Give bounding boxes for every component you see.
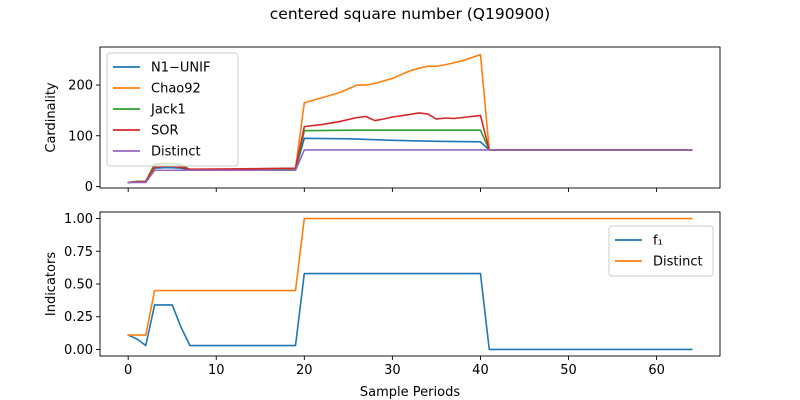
y-tick-label: 0.50 <box>64 278 93 293</box>
legend-box <box>608 225 714 277</box>
legend-1: f₁ Distinct <box>608 225 714 277</box>
plot-area-1 <box>127 217 693 351</box>
cardinality-panel: 0 100 200 Cardinality N1−UNIF Chao92 Jack1 SOR D… <box>44 46 721 195</box>
x-axis-label: Sample Periods <box>360 385 460 400</box>
y-tick-label: 200 <box>68 79 93 94</box>
series-line-f <box>127 272 693 351</box>
x-tick-label: 40 <box>472 363 489 378</box>
y-tick-label: 1.00 <box>64 212 93 227</box>
legend-label-jack1: Jack1 <box>150 103 186 118</box>
y-axis-label: Cardinality <box>44 82 59 153</box>
y-tick-label: 0 <box>85 180 93 195</box>
legend-label-distinct: Distinct <box>653 255 703 270</box>
axes-frame-0 <box>99 46 721 189</box>
figure-title: centered square number (Q190900) <box>270 5 550 23</box>
legend-0: N1−UNIF Chao92 Jack1 SOR Distinct <box>106 52 239 167</box>
x-tick-label: 20 <box>296 363 313 378</box>
legend-label-sor: SOR <box>151 124 179 139</box>
legend-label-f: f₁ <box>653 234 663 249</box>
x-tick-label: 0 <box>124 363 132 378</box>
x-tick-label: 50 <box>560 363 577 378</box>
series-line-distinct <box>127 149 693 184</box>
y-axis-label: Indicators <box>44 252 59 316</box>
legend-label-distinct: Distinct <box>151 145 201 160</box>
series-line-distinct <box>127 217 693 336</box>
legend-label-n1-unif: N1−UNIF <box>151 61 210 76</box>
x-tick-label: 60 <box>648 363 665 378</box>
y-tick-label: 0.00 <box>64 343 93 358</box>
x-tick-label: 10 <box>208 363 225 378</box>
x-tick-label: 30 <box>384 363 401 378</box>
indicators-panel: 0 10 20 30 40 50 60 0.00 0.25 0.50 0.75 1.00 Indicat… <box>44 211 721 400</box>
y-tick-label: 100 <box>68 129 93 144</box>
y-tick-label: 0.75 <box>64 245 93 260</box>
legend-box <box>106 52 239 167</box>
y-tick-label: 0.25 <box>64 310 93 325</box>
legend-label-chao92: Chao92 <box>151 82 201 97</box>
